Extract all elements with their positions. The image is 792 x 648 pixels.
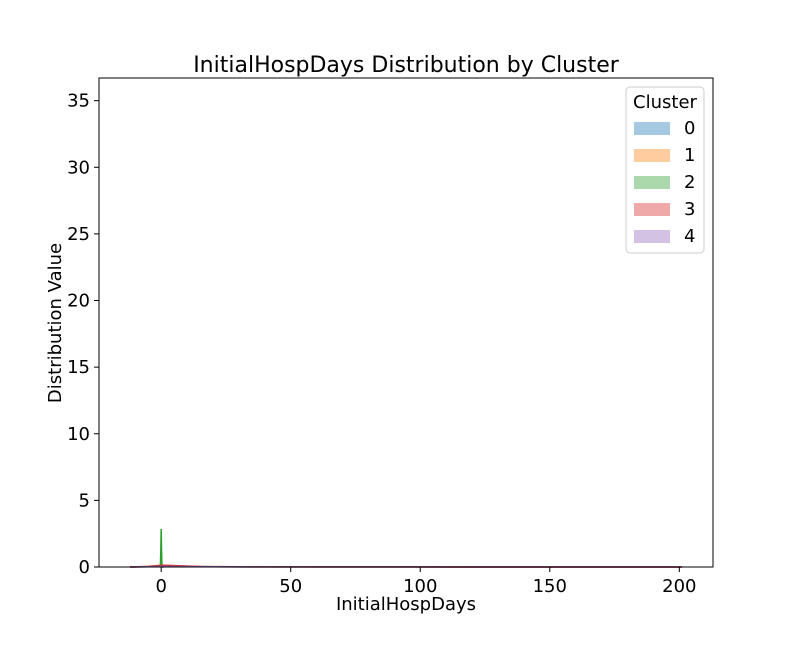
series-2	[159, 529, 164, 568]
x-tick-label: 100	[403, 576, 437, 597]
x-tick-label: 50	[279, 576, 302, 597]
legend-box	[625, 86, 705, 254]
y-tick-label: 5	[79, 490, 90, 511]
x-tick-label: 200	[662, 576, 696, 597]
legend-label: 2	[684, 172, 695, 193]
y-axis-label: Distribution Value	[45, 243, 66, 403]
y-tick-label: 20	[67, 291, 90, 312]
legend-swatch	[634, 203, 670, 216]
legend-swatch	[634, 176, 670, 189]
y-axis-ticks: 0 5 10 15 20 25 30 35	[67, 91, 99, 578]
chart-title: InitialHospDays Distribution by Cluster	[193, 53, 620, 78]
x-axis-ticks: 0 50 100 150 200	[155, 567, 697, 597]
legend-title: Cluster	[633, 92, 697, 113]
series-2-line	[159, 529, 164, 568]
legend-item: 1	[634, 145, 695, 166]
y-tick-label: 10	[67, 424, 90, 445]
legend-items: 0 1 2 3 4	[634, 118, 695, 247]
y-tick-label: 30	[67, 157, 90, 178]
y-tick-label: 25	[67, 224, 90, 245]
legend-swatch	[634, 122, 670, 135]
legend-item: 0	[634, 118, 695, 139]
legend-swatch	[634, 230, 670, 243]
legend-label: 0	[684, 118, 695, 139]
plot-area	[98, 77, 714, 568]
x-axis-label: InitialHospDays	[336, 594, 476, 615]
y-tick-label: 35	[67, 91, 90, 112]
legend-label: 3	[684, 199, 695, 220]
legend-swatch	[634, 149, 670, 162]
legend-item: 2	[634, 172, 695, 193]
legend-label: 4	[684, 226, 695, 247]
legend: Cluster 0 1 2 3 4	[625, 86, 705, 254]
y-tick-label: 15	[67, 357, 90, 378]
legend-label: 1	[684, 145, 695, 166]
x-tick-label: 0	[155, 576, 166, 597]
legend-item: 4	[634, 226, 695, 247]
plot-frame	[98, 77, 714, 568]
y-tick-label: 0	[79, 557, 90, 578]
legend-item: 3	[634, 199, 695, 220]
x-tick-label: 150	[533, 576, 567, 597]
